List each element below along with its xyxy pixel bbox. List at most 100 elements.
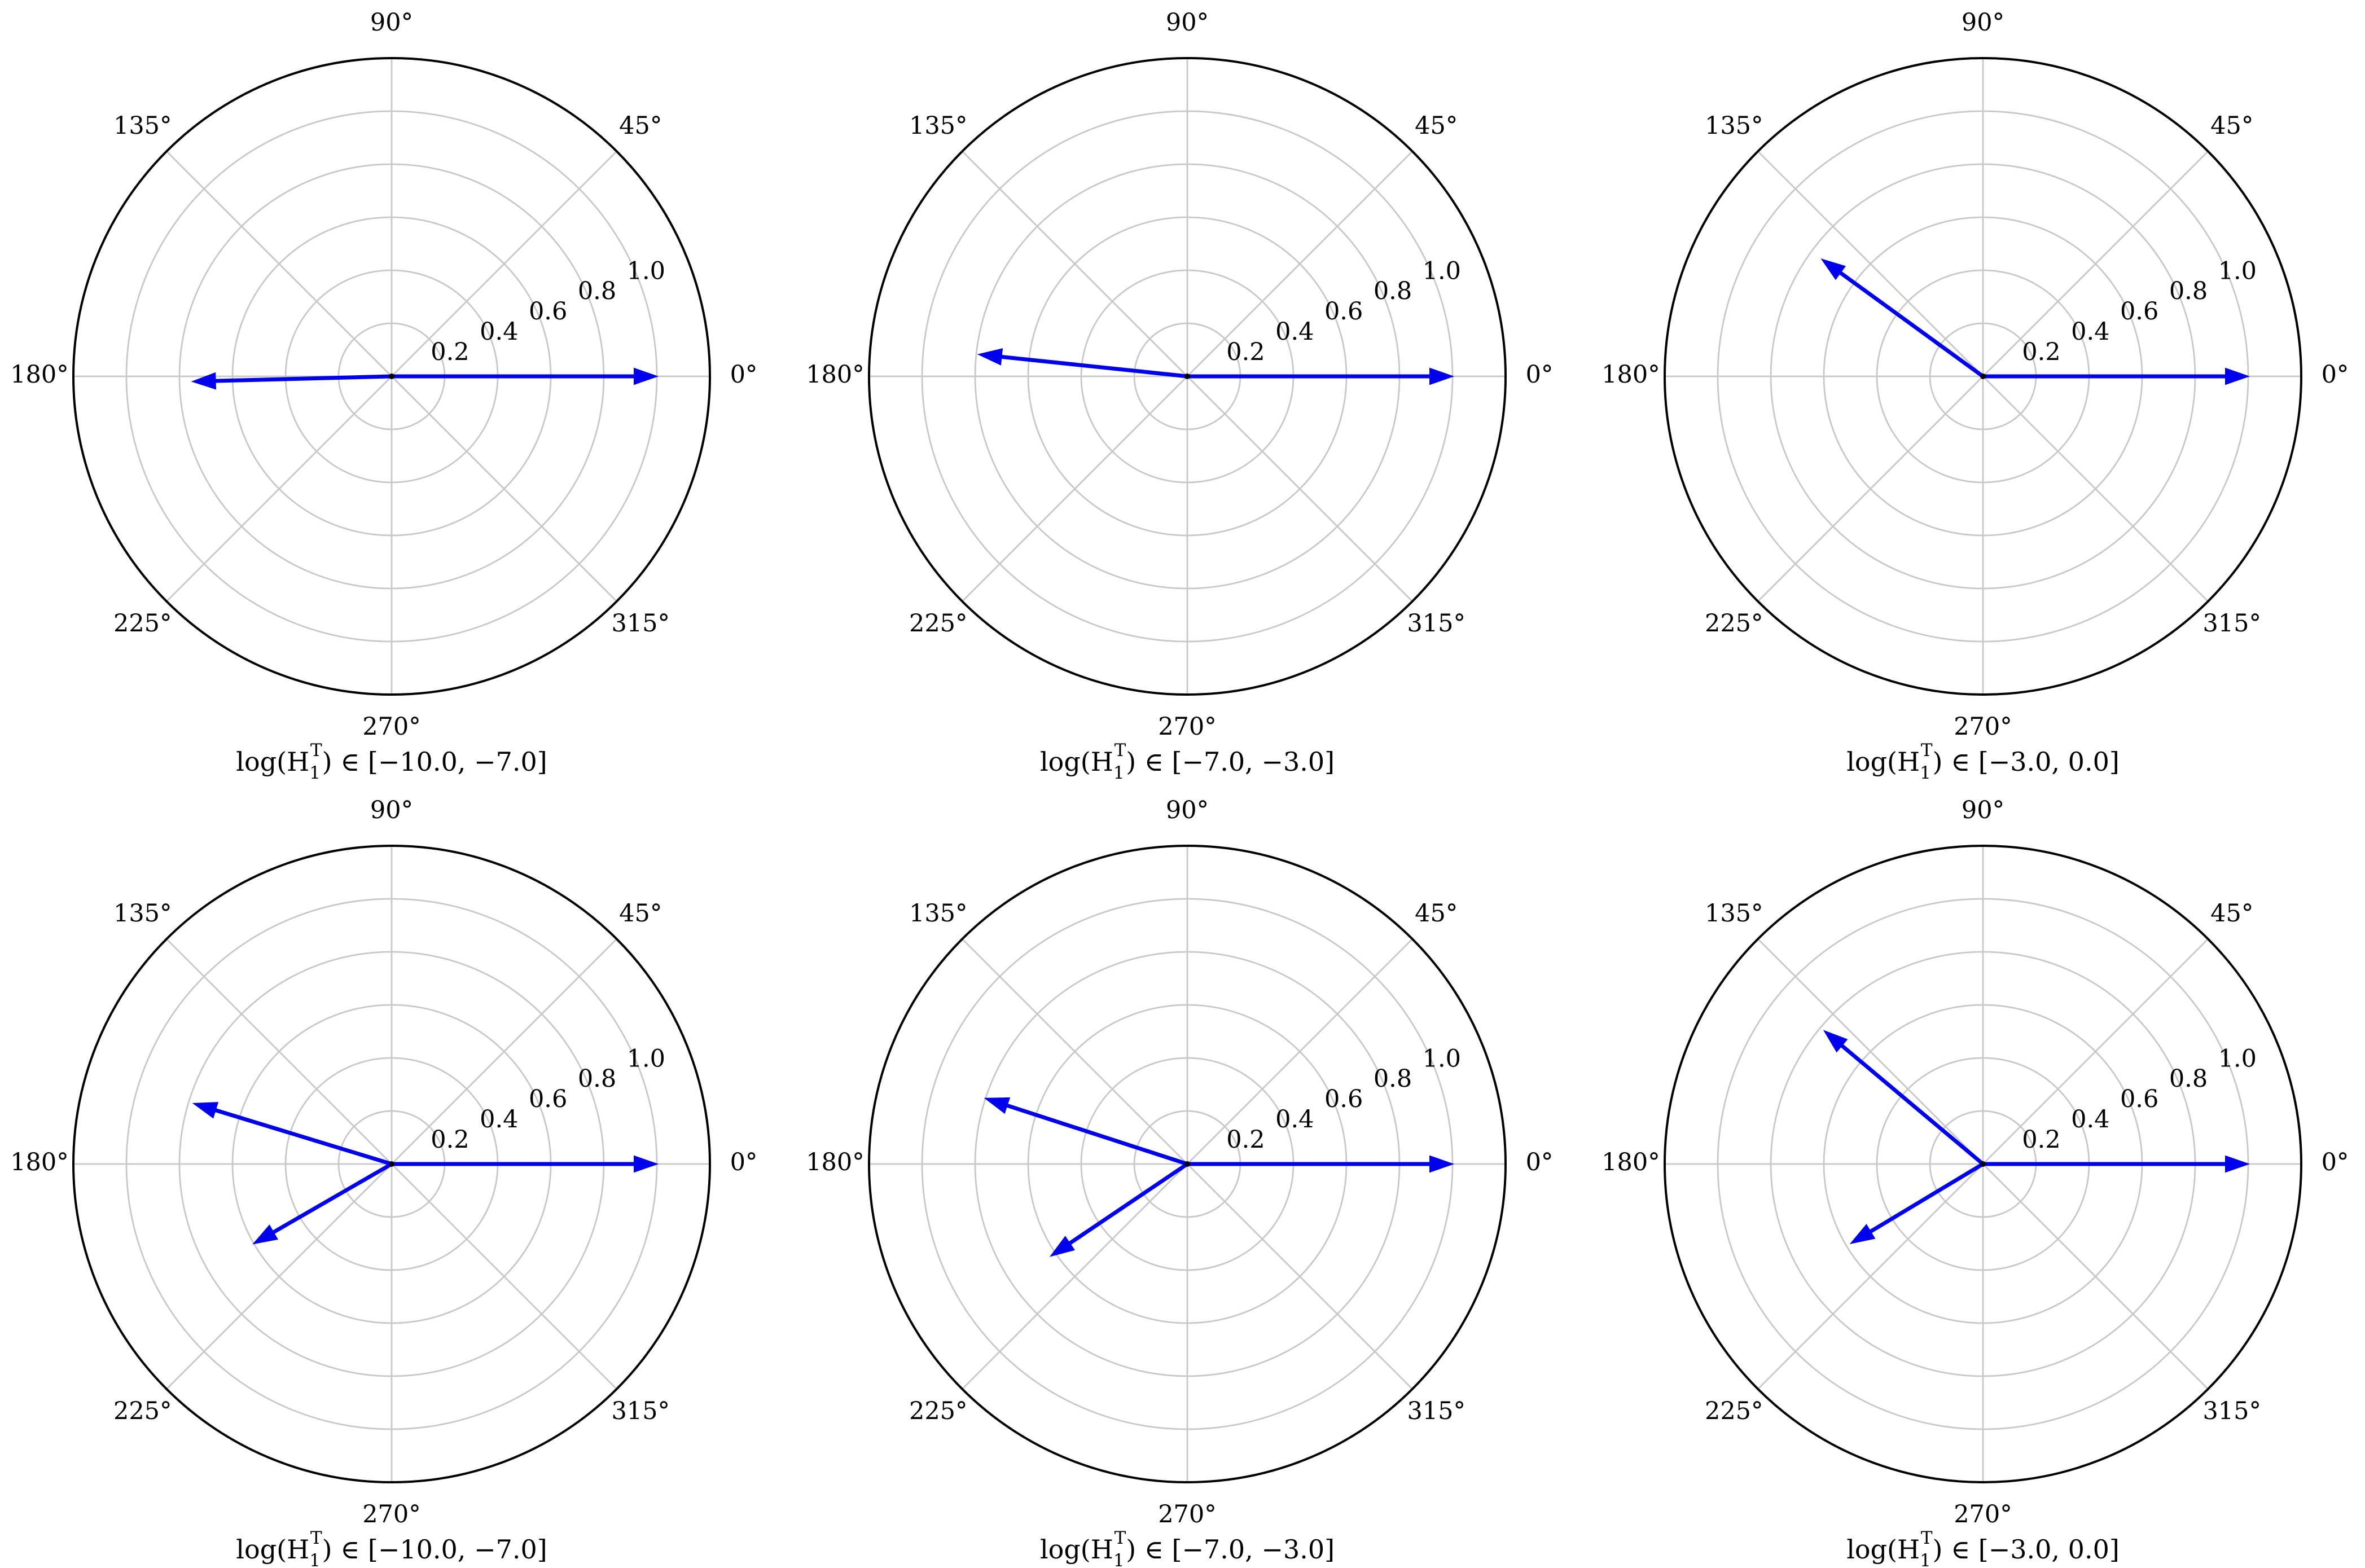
vector-shaft	[1006, 1103, 1188, 1166]
vector-arrowhead	[984, 1097, 1011, 1114]
r-tick-label: 0.6	[1324, 1085, 1363, 1113]
theta-tick-label: 315°	[1407, 1397, 1465, 1425]
vector-shaft	[1068, 1162, 1188, 1245]
theta-tick-label: 135°	[113, 112, 172, 140]
r-tick-label: 0.8	[2169, 277, 2208, 305]
theta-tick-label: 225°	[113, 609, 172, 638]
angular-gridline-225	[962, 376, 1188, 602]
theta-tick-label: 315°	[2202, 609, 2261, 638]
r-tick-label: 0.2	[2022, 338, 2060, 366]
theta-tick-label: 225°	[1705, 1397, 1763, 1425]
vector-arrowhead	[2225, 1155, 2250, 1173]
vector-arrowhead	[634, 367, 659, 385]
origin-dot	[1184, 1161, 1190, 1167]
caption-subscript: 1	[1113, 763, 1125, 783]
vector-arrow	[1983, 1155, 2250, 1173]
r-tick-label: 1.0	[2218, 1044, 2257, 1073]
caption-prefix: log(H	[1846, 1534, 1920, 1565]
polar-frame	[1664, 845, 2302, 1483]
r-tick-label: 0.6	[1324, 297, 1363, 326]
r-tick-label: 1.0	[1423, 1044, 1461, 1073]
vector-shaft	[1869, 1162, 1984, 1233]
r-tick-label: 0.6	[2120, 297, 2158, 326]
vector-arrow	[1187, 1155, 1455, 1173]
angular-gridline-315	[1187, 1163, 1413, 1390]
caption-subscript: 1	[1920, 763, 1931, 783]
vector-arrow	[392, 1155, 659, 1173]
panel-caption: log(H1T) ∈ [−10.0, −7.0]	[236, 740, 547, 783]
angular-gridline-225	[166, 1163, 392, 1390]
angular-gridline-45	[1982, 938, 2209, 1165]
angular-gridline-45	[1982, 151, 2209, 377]
panel-caption: log(H1T) ∈ [−10.0, −7.0]	[236, 1528, 547, 1568]
theta-tick-label: 270°	[1158, 713, 1217, 741]
angular-gridline-45	[1187, 938, 1413, 1165]
angular-gridline-45	[1187, 151, 1413, 377]
angular-gridline-135	[1757, 938, 1984, 1165]
caption-suffix: ) ∈ [−10.0, −7.0]	[322, 1534, 547, 1565]
origin-dot	[1980, 374, 1986, 379]
vector-arrowhead	[252, 1224, 278, 1245]
r-tick-label: 0.8	[2169, 1065, 2208, 1093]
r-tick-label: 0.4	[480, 318, 518, 346]
polar-frame	[868, 845, 1507, 1483]
caption-prefix: log(H	[1040, 746, 1113, 777]
theta-tick-label: 0°	[730, 361, 758, 389]
vector-arrowhead	[1049, 1236, 1076, 1257]
theta-tick-label: 180°	[806, 1148, 865, 1176]
angular-gridline-315	[391, 1163, 617, 1390]
vector-arrowhead	[191, 372, 217, 390]
r-tick-label: 0.4	[2071, 1105, 2109, 1134]
polar-panel-2: 0° 45° 90° 135° 180° 225° 270° 315° 0.2 0.4 0.6 0.8…	[806, 8, 1553, 783]
r-tick-label: 0.8	[1374, 1065, 1412, 1093]
theta-tick-label: 225°	[113, 1397, 172, 1425]
theta-tick-label: 45°	[2210, 899, 2253, 928]
caption-superscript: T	[1115, 740, 1126, 761]
angular-gridline-225	[166, 376, 392, 602]
caption-subscript: 1	[1113, 1551, 1125, 1568]
r-tick-label: 0.2	[431, 1126, 469, 1154]
angular-gridline-135	[962, 151, 1188, 377]
caption-suffix: ) ∈ [−7.0, −3.0]	[1126, 746, 1335, 777]
origin-dot	[389, 374, 394, 379]
theta-tick-label: 180°	[10, 1148, 69, 1176]
polar-panel-5: 0° 45° 90° 135° 180° 225° 270° 315° 0.2 0.4 0.6 0.8…	[806, 796, 1553, 1568]
r-tick-label: 0.2	[1226, 338, 1265, 366]
r-tick-label: 0.6	[2120, 1085, 2158, 1113]
theta-tick-label: 135°	[909, 899, 968, 928]
theta-tick-label: 0°	[2322, 1148, 2349, 1176]
caption-prefix: log(H	[1846, 746, 1920, 777]
r-tick-label: 1.0	[627, 1044, 665, 1073]
vector-arrow	[191, 372, 392, 390]
caption-suffix: ) ∈ [−7.0, −3.0]	[1126, 1534, 1335, 1565]
r-tick-label: 0.6	[529, 297, 567, 326]
theta-tick-label: 225°	[909, 1397, 968, 1425]
theta-tick-label: 180°	[1601, 361, 1660, 389]
r-tick-label: 0.2	[1226, 1126, 1265, 1154]
vector-arrow	[1823, 1030, 1985, 1166]
vector-arrow	[1187, 367, 1455, 385]
r-tick-label: 0.8	[1374, 277, 1412, 305]
vector-arrowhead	[1429, 1155, 1455, 1173]
angular-gridline-225	[1757, 376, 1984, 602]
caption-prefix: log(H	[1040, 1534, 1113, 1565]
polar-frame	[72, 845, 711, 1483]
vector-arrow	[1049, 1162, 1188, 1257]
theta-tick-label: 45°	[1415, 899, 1458, 928]
theta-tick-label: 180°	[1601, 1148, 1660, 1176]
r-tick-label: 0.2	[2022, 1126, 2060, 1154]
r-tick-label: 0.4	[1275, 1105, 1314, 1134]
theta-tick-label: 315°	[611, 609, 670, 638]
vector-shaft	[272, 1162, 393, 1235]
vector-arrow	[252, 1162, 393, 1245]
polar-frame	[1664, 57, 2302, 696]
angular-gridline-135	[166, 151, 392, 377]
panel-caption: log(H1T) ∈ [−3.0, 0.0]	[1846, 740, 2120, 783]
vector-arrow	[977, 348, 1188, 379]
vector-arrowhead	[634, 1155, 659, 1173]
theta-tick-label: 0°	[2322, 361, 2349, 389]
caption-superscript: T	[310, 1528, 322, 1548]
theta-tick-label: 225°	[1705, 609, 1763, 638]
panel-caption: log(H1T) ∈ [−3.0, 0.0]	[1846, 1528, 2120, 1568]
polar-panel-1: 0° 45° 90° 135° 180° 225° 270° 315° 0.2 0.4 0.6 0.8…	[10, 8, 757, 783]
